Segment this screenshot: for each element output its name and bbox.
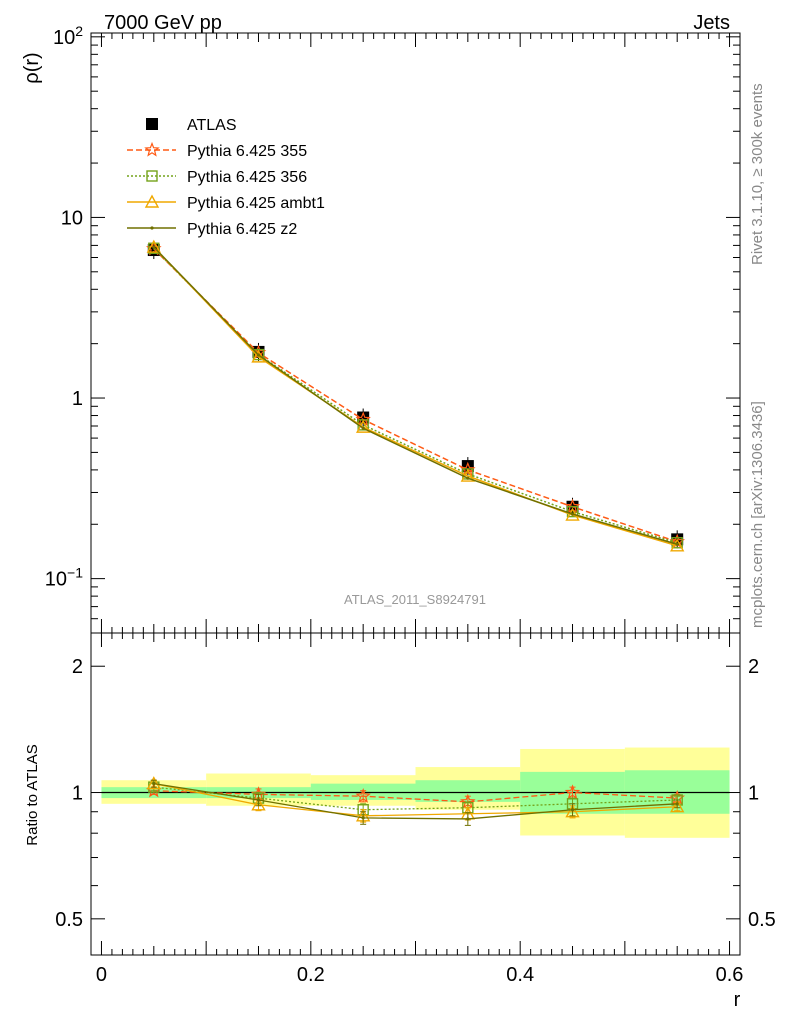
legend-marker [144, 141, 160, 157]
main-plot: 10−1 1 10 102 [45, 23, 741, 634]
ratio-ytick-label-left: 2 [72, 656, 83, 678]
legend-label: Pythia 6.425 356 [187, 169, 307, 186]
ratio-data-point [256, 798, 261, 802]
ratio-ytick-label-right: 1 [748, 783, 759, 805]
header-left-text: 7000 GeV pp [104, 12, 222, 34]
main-series-line [153, 248, 678, 543]
main-data-point [460, 468, 476, 482]
ratio-data-point [361, 816, 365, 820]
main-data-point [570, 512, 575, 516]
main-series-line [153, 247, 678, 544]
main-ytick-label: 1 [72, 388, 83, 410]
ratio-data-point [152, 782, 156, 786]
ratio-series-line [153, 783, 678, 817]
main-data-point [670, 538, 685, 552]
ratio-ytick-label-right: 0.5 [748, 909, 776, 931]
legend-label: ATLAS [187, 117, 237, 134]
ratio-data-point [564, 784, 581, 800]
ratio-ytick-label-left: 0.5 [55, 909, 83, 931]
legend-label: Pythia 6.425 z2 [187, 221, 297, 238]
legend-marker [146, 170, 158, 182]
main-ytick-label: 10 [61, 207, 83, 229]
main-series-line [153, 246, 678, 547]
ratio-data-point [355, 788, 371, 803]
main-series-line [153, 246, 678, 545]
ratio-ylabel: Ratio to ATLAS [24, 744, 41, 845]
main-data-point [460, 461, 476, 477]
ratio-xlabel: r [734, 989, 741, 1011]
main-data-point [256, 353, 261, 357]
legend-marker [144, 194, 160, 208]
ratio-series-line [153, 790, 678, 803]
ratio-data-point [570, 808, 575, 812]
main-data-point [148, 242, 160, 254]
ratio-series-line [153, 786, 678, 811]
ratio-xtick-label: 0.2 [297, 964, 325, 986]
legend: ATLAS Pythia 6.425 355 Pythia 6.425 356 Pyt… [127, 117, 325, 238]
uncertainty-band-stat [415, 780, 521, 802]
ratio-series-line [153, 782, 678, 820]
main-data-point [152, 245, 156, 249]
ratio-ytick-label-right: 2 [748, 656, 759, 678]
legend-label: Pythia 6.425 355 [187, 143, 307, 160]
legend-label: Pythia 6.425 ambt1 [187, 195, 325, 212]
header-right-text: Jets [693, 12, 730, 34]
ratio-xtick-label: 0.6 [716, 964, 744, 986]
legend-marker [146, 118, 158, 130]
ratio-data-point [251, 797, 266, 811]
legend-marker [150, 226, 154, 230]
main-data-point [146, 239, 161, 253]
analysis-id-text: ATLAS_2011_S8924791 [344, 592, 486, 607]
main-data-point [675, 542, 679, 546]
ratio-plot: 0.5 0.5 1 1 2 2 0 0.2 0.4 0.6 [55, 632, 776, 986]
ratio-xtick-label: 0.4 [506, 964, 534, 986]
ratio-ytick-label-left: 1 [72, 783, 83, 805]
main-data-point [466, 476, 470, 480]
ratio-xtick-label: 0 [96, 964, 107, 986]
ratio-data-point [146, 776, 161, 790]
main-ylabel: ρ(r) [21, 52, 43, 83]
main-ytick-label: 102 [53, 23, 83, 49]
ratio-data-point [675, 802, 679, 806]
main-data-point [361, 426, 365, 430]
ratio-data-point [670, 799, 685, 813]
ratio-data-point [565, 804, 580, 818]
mcplots-credit-text: mcplots.cern.ch [arXiv:1306.3436] [749, 401, 766, 628]
main-ytick-label: 10−1 [45, 565, 83, 591]
rivet-info-text: Rivet 3.1.10, ≥ 300k events [749, 83, 766, 265]
ratio-data-point [466, 817, 470, 821]
